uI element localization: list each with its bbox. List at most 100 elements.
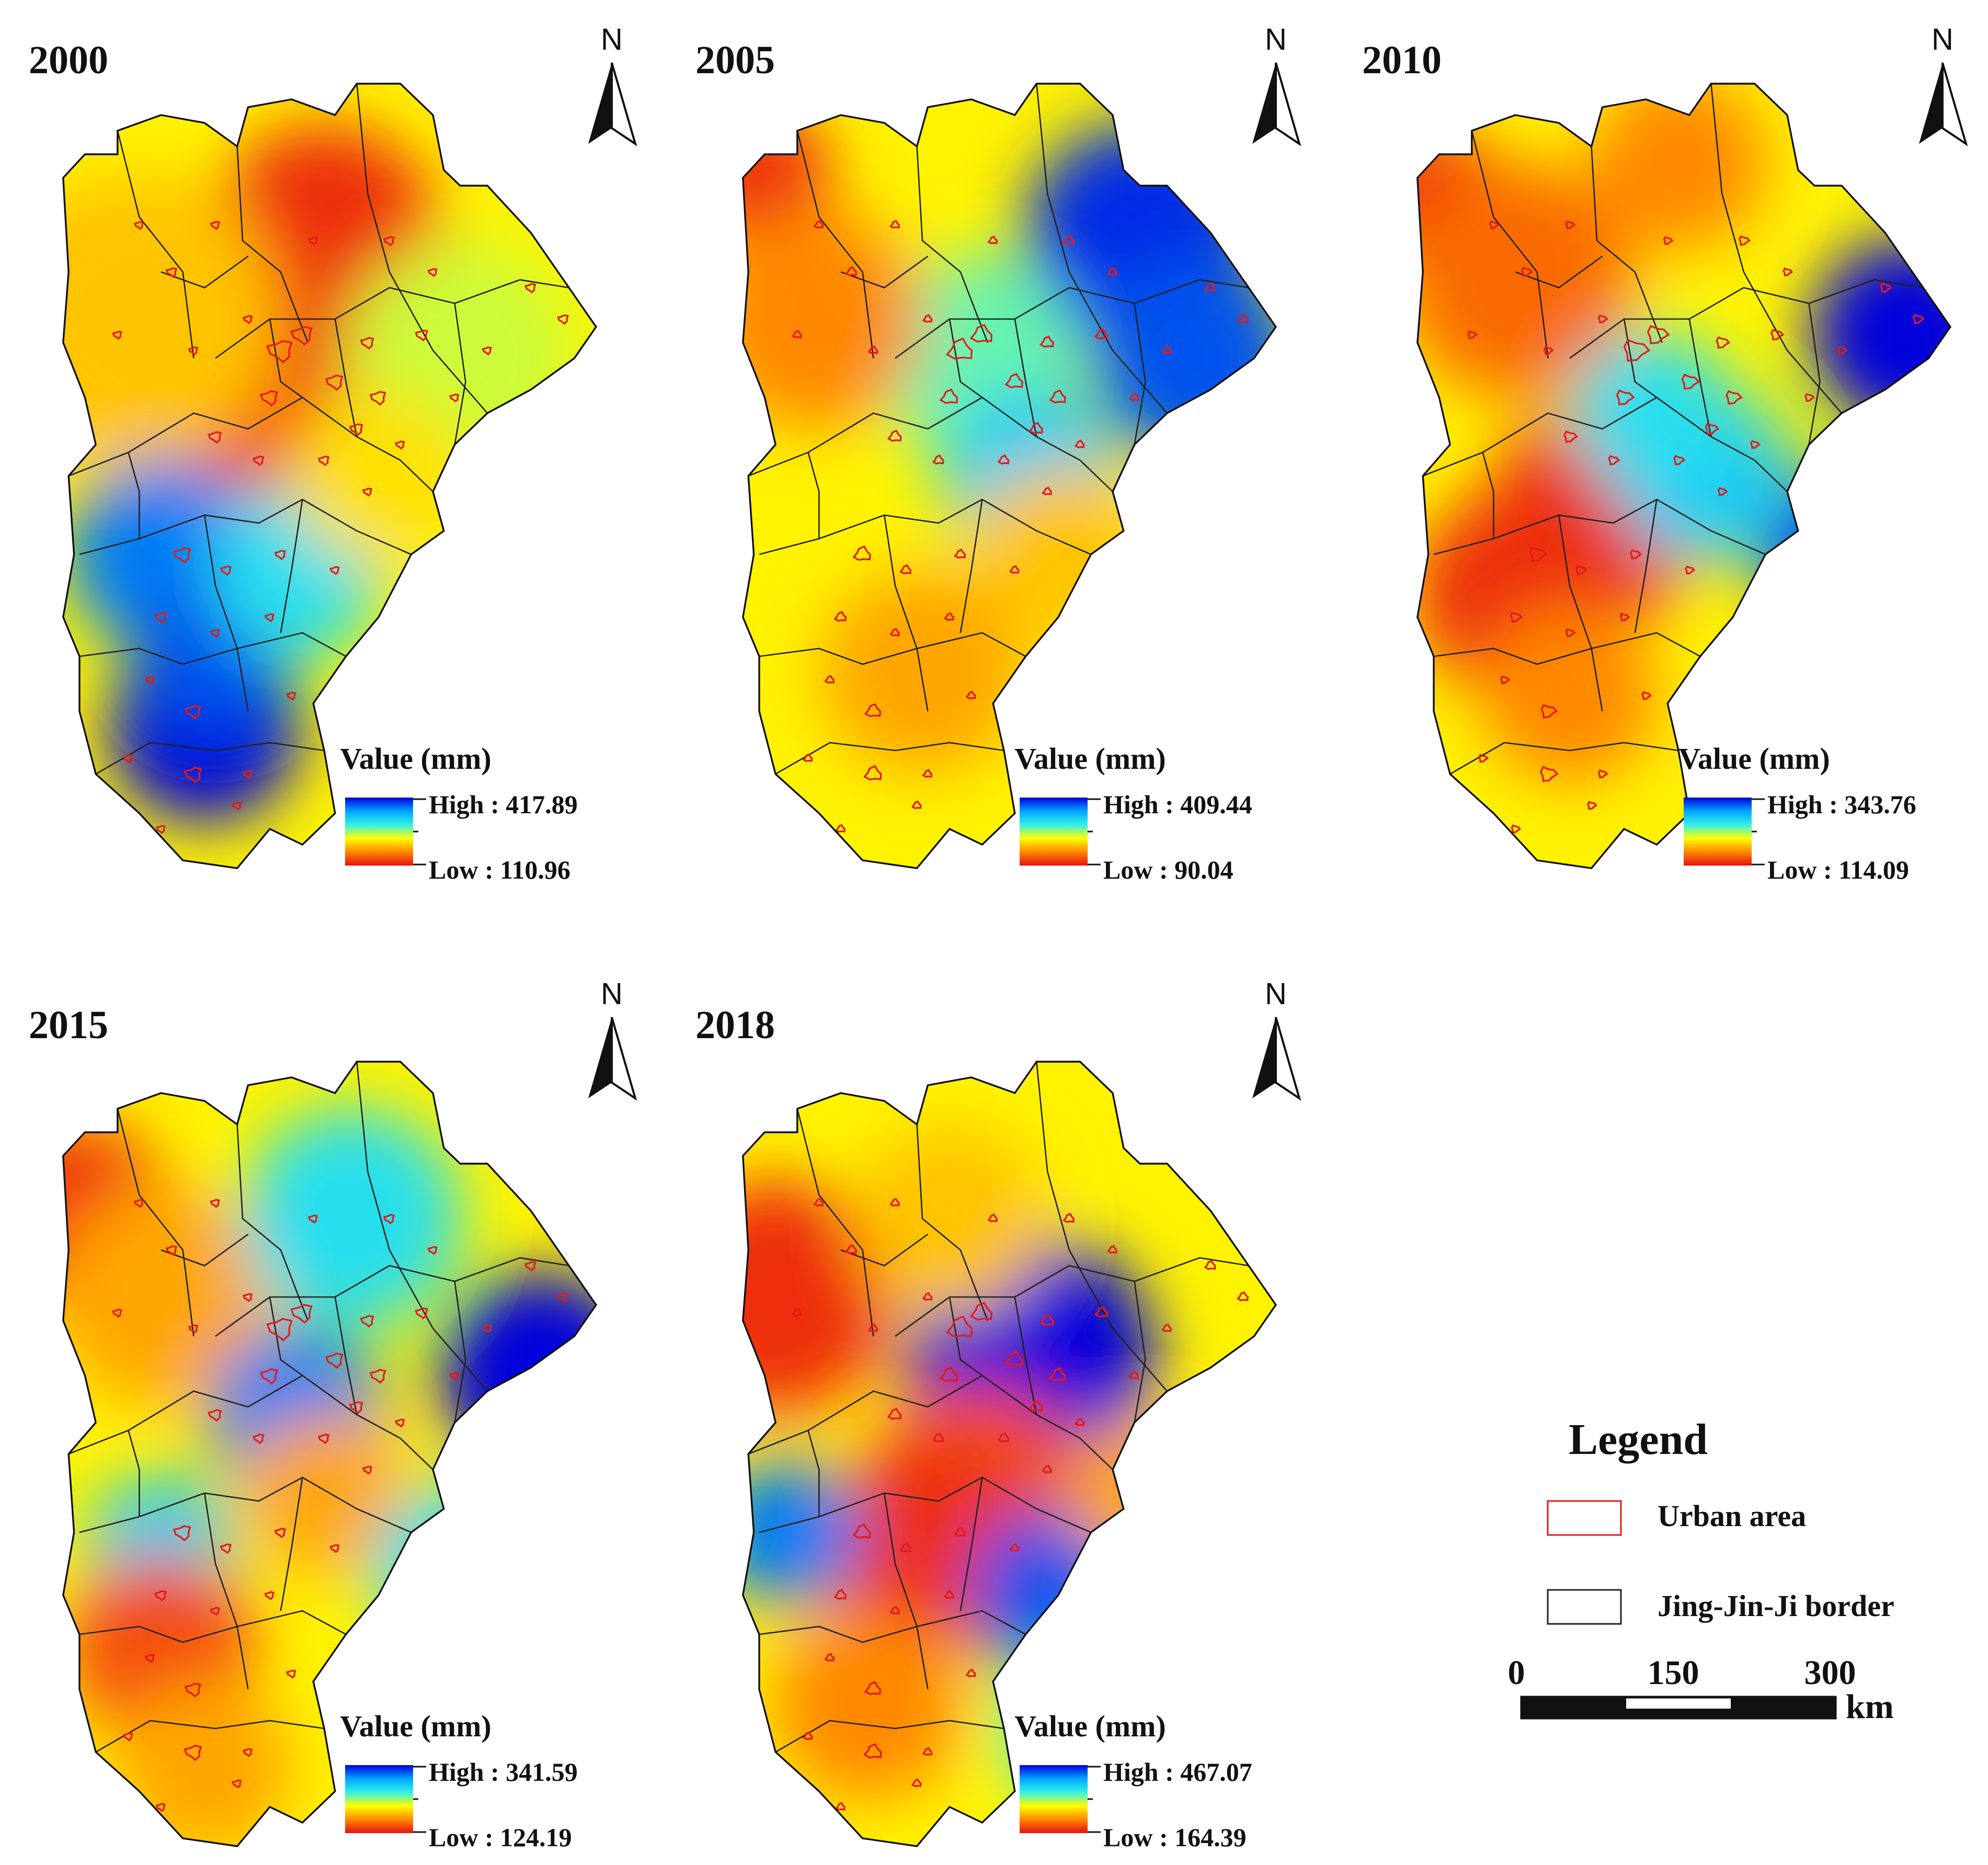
map-panel-2018: 2018 N Value (mm) High : 467.07 Low : 164.39 (695, 977, 1301, 1852)
urban-area (1770, 328, 1785, 341)
value-legend-title: Value (mm) (340, 742, 491, 776)
urban-area (1009, 565, 1020, 574)
urban-area (1880, 282, 1892, 293)
urban-area (1685, 565, 1696, 575)
urban-area (252, 456, 265, 467)
urban-area (1673, 454, 1686, 465)
jing-jin-ji-border (1416, 83, 1952, 869)
urban-area (349, 423, 363, 436)
surface-spot (742, 1459, 860, 1606)
county-border (1710, 83, 1842, 414)
urban-area (259, 390, 278, 407)
urban-area (1623, 339, 1651, 362)
surface-spot (820, 570, 1025, 775)
county-border (949, 319, 983, 399)
county-border (1688, 319, 1712, 437)
urban-area (1912, 313, 1925, 324)
urban-area (427, 1246, 438, 1255)
county-border (1134, 1281, 1146, 1423)
urban-area (360, 337, 374, 350)
urban-area (369, 1369, 386, 1384)
urban-area (360, 1315, 374, 1328)
border-swatch (1547, 1589, 1622, 1625)
urban-area (133, 221, 144, 230)
urban-area (835, 1802, 846, 1811)
urban-area (329, 566, 340, 575)
urban-area (889, 628, 900, 636)
urban-area (427, 268, 438, 277)
county-border (334, 1297, 358, 1415)
year-label: 2015 (29, 1003, 108, 1047)
high-value-label: High : 343.76 (1767, 790, 1916, 819)
urban-area (307, 1214, 318, 1224)
urban-area (1563, 430, 1578, 443)
county-border (1014, 319, 1037, 437)
urban-area (922, 1747, 933, 1756)
urban-area (813, 1198, 824, 1207)
value-legend: Value (mm) High : 417.89 Low : 110.96 (340, 742, 577, 884)
urban-area (1237, 1291, 1249, 1302)
urban-area (1489, 220, 1500, 230)
urban-area (133, 1199, 144, 1208)
urban-area (944, 1590, 954, 1599)
urban-area (1107, 1245, 1117, 1254)
urban-area (954, 548, 966, 559)
urban-area (210, 221, 220, 230)
county-border (796, 130, 874, 359)
urban-area (791, 329, 802, 338)
urban-area (524, 1261, 536, 1272)
urban-area (1663, 236, 1674, 245)
urban-area (945, 1315, 973, 1338)
urban-area (1783, 267, 1793, 277)
urban-area (259, 1368, 278, 1385)
value-legend-title: Value (mm) (1678, 742, 1830, 776)
urban-area (1565, 628, 1576, 638)
county-border (883, 1493, 929, 1690)
value-legend: Value (mm) High : 341.59 Low : 124.19 (340, 1709, 577, 1852)
urban-area (813, 220, 824, 229)
high-value-label: High : 409.44 (1103, 790, 1252, 819)
color-ramp (1020, 1765, 1088, 1833)
jing-jin-ji-border (62, 83, 598, 869)
low-value-label: Low : 110.96 (429, 855, 570, 884)
urban-area (932, 1432, 944, 1443)
county-border (1014, 1297, 1037, 1415)
county-border (1471, 130, 1549, 359)
urban-area (824, 675, 835, 684)
urban-area (325, 374, 344, 391)
urban-area (383, 1214, 395, 1225)
urban-area (482, 1324, 492, 1334)
north-arrow-icon: N (1919, 22, 1968, 146)
jing-jin-ji-border (742, 1061, 1277, 1847)
urban-area (155, 1803, 166, 1812)
urban-area (1074, 439, 1085, 448)
urban-area (1837, 346, 1848, 355)
urban-area (1608, 454, 1620, 465)
urban-area (1039, 1313, 1054, 1326)
urban-area (524, 283, 536, 294)
surface-spot (773, 1610, 963, 1800)
urban-area (266, 1318, 293, 1341)
urban-area (867, 1323, 878, 1332)
urban-area (274, 1528, 287, 1539)
north-arrow-icon: N (588, 22, 637, 146)
county-border (236, 146, 309, 343)
urban-area (122, 754, 133, 764)
scale-tick-label: 150 (1648, 1654, 1699, 1692)
urban-area (1540, 704, 1558, 719)
color-ramp (345, 798, 413, 866)
urban-area (987, 235, 998, 244)
urban-area (899, 564, 912, 575)
urban-area (264, 1591, 275, 1600)
county-border (916, 146, 989, 343)
urban-area (154, 1590, 167, 1601)
county-border (959, 499, 983, 633)
county-border (269, 1297, 303, 1377)
county-border (807, 1430, 820, 1517)
urban-area (833, 1589, 847, 1600)
county-border (1558, 515, 1603, 712)
surface-spot (372, 1484, 548, 1659)
urban-area (1004, 372, 1023, 389)
county-border (68, 396, 433, 492)
